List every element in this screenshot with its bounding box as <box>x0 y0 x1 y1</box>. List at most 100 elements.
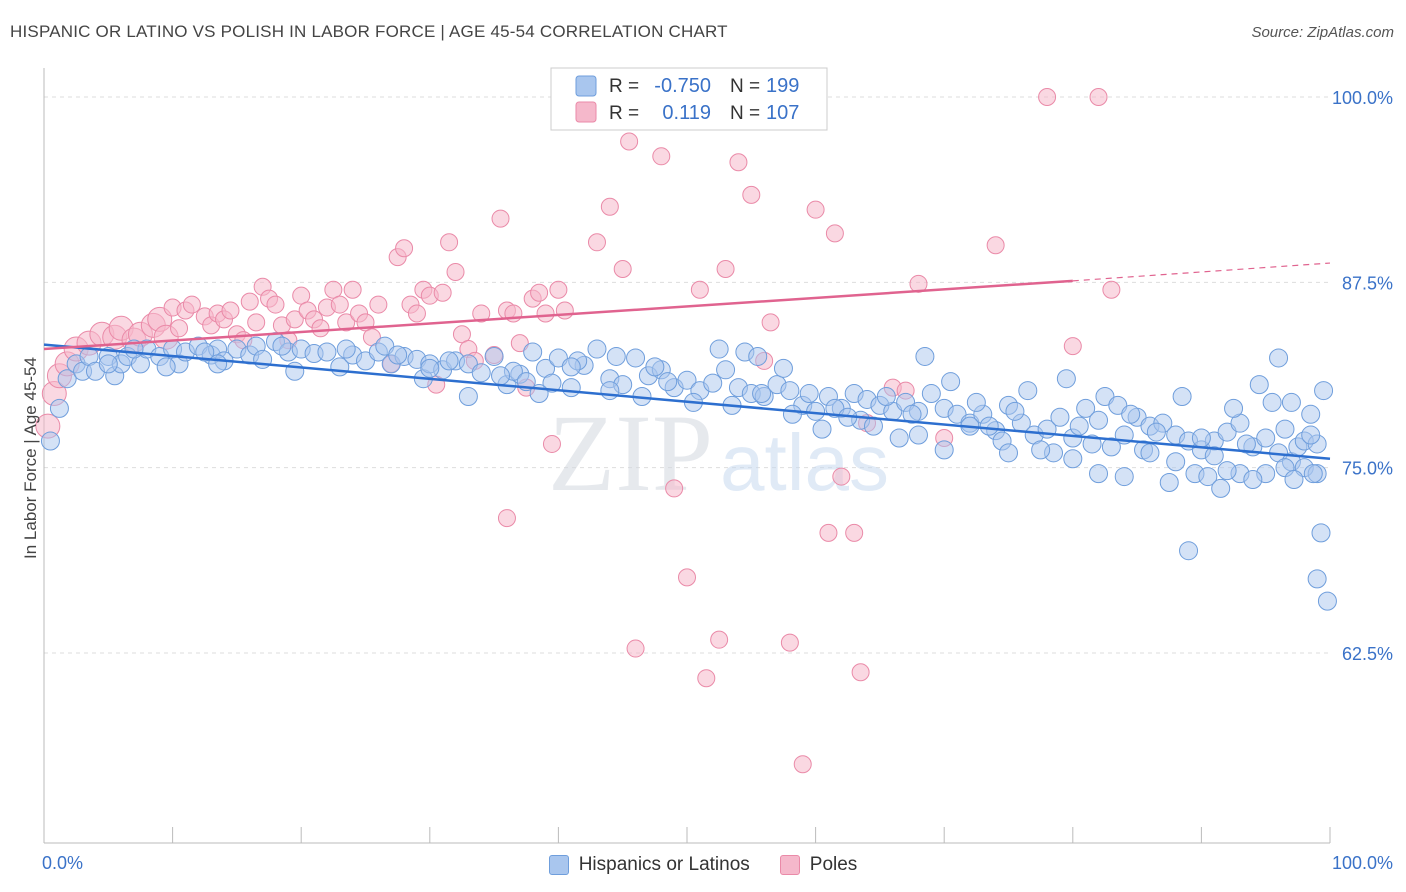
legend-label-hispanics: Hispanics or Latinos <box>578 854 750 875</box>
watermark-atlas: atlas <box>720 418 889 507</box>
hispanics-point <box>709 339 729 359</box>
hispanics-point <box>285 361 305 381</box>
hispanics-point <box>941 372 961 392</box>
poles-point <box>337 313 356 332</box>
hispanics-point <box>1159 472 1179 492</box>
poles-point <box>510 334 529 353</box>
hispanics-point <box>458 386 478 406</box>
legend-label-poles: Poles <box>809 854 858 875</box>
poles-point <box>697 669 716 688</box>
legend-r-label-1: R = <box>609 76 639 97</box>
hispanics-point <box>1005 401 1025 421</box>
poles-point <box>170 319 189 338</box>
hispanics-point <box>1121 404 1141 424</box>
hispanics-point <box>561 378 581 398</box>
series-hispanics-points <box>40 332 1337 611</box>
hispanics-point <box>645 357 665 377</box>
hispanics-point <box>439 351 459 371</box>
poles-point <box>395 239 414 258</box>
hispanics-point <box>966 392 986 412</box>
poles-point <box>716 259 735 278</box>
poles-point <box>324 280 343 299</box>
poles-point <box>182 295 201 314</box>
y-tick-label: 75.0% <box>1342 459 1393 479</box>
watermark-zip: ZIP <box>548 392 713 514</box>
series-legend: Hispanics or Latinos Poles <box>0 852 1406 878</box>
hispanics-point <box>1063 449 1083 469</box>
x-tick-label: 100.0% <box>1332 853 1393 873</box>
hispanics-point <box>491 366 511 386</box>
poles-point <box>710 630 729 649</box>
poles-point <box>542 434 561 453</box>
poles-point <box>285 310 304 329</box>
poles-point <box>1089 88 1108 106</box>
hispanics-point <box>388 345 408 365</box>
poles-point <box>497 509 516 528</box>
poles-point <box>806 200 825 219</box>
hispanics-point <box>782 404 802 424</box>
hispanics-point <box>703 373 723 393</box>
poles-point <box>678 568 696 587</box>
poles-point <box>240 292 259 311</box>
poles-point <box>536 304 555 323</box>
hispanics-point <box>716 360 736 380</box>
hispanics-point <box>1146 422 1166 442</box>
hispanics-point <box>921 384 941 404</box>
hispanics-point <box>799 384 819 404</box>
hispanics-point <box>889 428 909 448</box>
poles-point <box>407 304 426 323</box>
poles-point <box>825 224 844 243</box>
trend-lines <box>43 262 1331 461</box>
hispanics-point <box>600 381 620 401</box>
poles-point <box>1038 88 1057 106</box>
poles-point <box>600 197 619 216</box>
poles-point <box>742 185 761 204</box>
hispanics-point <box>49 398 69 418</box>
source-label: Source: ZipAtlas.com <box>1251 24 1394 41</box>
legend-r-value-1: -0.750 <box>654 75 711 97</box>
poles-point <box>433 283 452 302</box>
hispanics-point <box>1076 398 1096 418</box>
poles-point <box>330 295 349 314</box>
hispanics-point <box>934 440 954 460</box>
poles-point <box>440 233 459 252</box>
hispanics-point <box>156 357 176 377</box>
y-tick-label: 62.5% <box>1342 644 1393 664</box>
hispanics-point <box>915 346 935 366</box>
hispanics-point <box>561 357 581 377</box>
series-poles-points <box>35 88 1121 774</box>
poles-point <box>555 301 574 320</box>
poles-point <box>1102 280 1121 299</box>
poles-point <box>652 147 671 166</box>
hispanics-point <box>902 404 922 424</box>
hispanics-point <box>195 342 215 362</box>
legend-n-label-2: N = <box>730 103 760 124</box>
poles-trend-extension <box>1072 262 1331 282</box>
poles-point <box>851 663 870 682</box>
hispanics-point <box>484 346 504 366</box>
legend-swatch-hispanics <box>548 855 569 875</box>
poles-point <box>780 633 799 652</box>
legend-r-label-2: R = <box>609 103 639 124</box>
hispanics-point <box>1314 381 1334 401</box>
poles-point <box>452 325 471 344</box>
hispanics-point <box>999 443 1018 463</box>
hispanics-point <box>812 419 832 439</box>
hispanics-point <box>1166 452 1186 472</box>
hispanics-point <box>1204 446 1224 466</box>
hispanics-point <box>1031 440 1051 460</box>
hispanics-point <box>1311 523 1331 543</box>
poles-point <box>491 209 510 228</box>
hispanics-point <box>658 372 678 392</box>
poles-point <box>845 523 864 542</box>
poles-point <box>247 313 266 332</box>
hispanics-point <box>1179 541 1199 561</box>
hispanics-point <box>272 336 292 356</box>
hispanics-trend-line <box>43 343 1331 461</box>
poles-point <box>221 301 240 320</box>
poles-trend-line <box>43 279 1073 351</box>
poles-point <box>311 319 330 338</box>
poles-point <box>369 295 388 314</box>
legend-r-value-2: 0.119 <box>662 102 711 124</box>
